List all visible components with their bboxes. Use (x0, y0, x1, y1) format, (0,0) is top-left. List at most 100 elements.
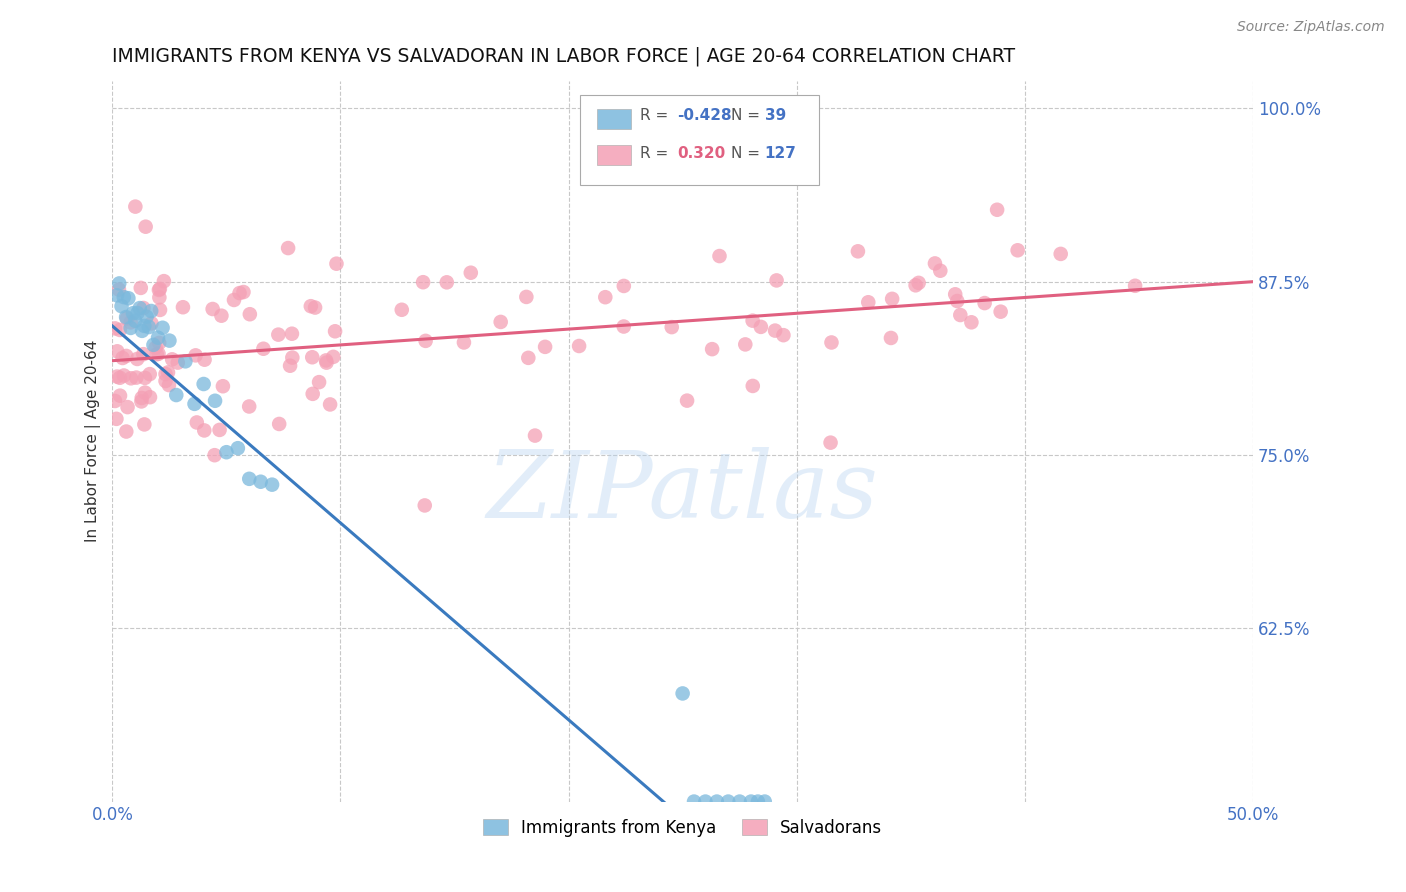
Legend: Immigrants from Kenya, Salvadorans: Immigrants from Kenya, Salvadorans (477, 813, 889, 844)
Point (973, 296, 995, 310)
Text: N =: N = (731, 108, 759, 123)
Point (201, 301, 224, 316)
Point (120, 321, 142, 335)
Point (134, 318, 156, 333)
Point (131, 324, 153, 338)
Point (134, 385, 156, 400)
Point (124, 200, 146, 214)
Text: 39: 39 (765, 108, 786, 123)
Point (301, 350, 323, 364)
Point (120, 371, 142, 385)
Point (105, 288, 128, 302)
Point (156, 365, 179, 379)
Point (232, 285, 254, 299)
Point (277, 241, 299, 255)
Point (568, 339, 591, 353)
Point (924, 256, 946, 270)
Point (149, 282, 172, 296)
Point (304, 301, 326, 315)
Point (157, 378, 180, 392)
Point (741, 379, 763, 393)
Point (135, 310, 157, 324)
Point (281, 326, 304, 341)
Text: R =: R = (640, 108, 669, 123)
Point (595, 290, 617, 304)
Point (413, 499, 436, 513)
Point (749, 319, 772, 334)
Point (105, 344, 128, 359)
Point (990, 304, 1012, 318)
Point (315, 353, 337, 368)
Point (672, 686, 695, 700)
Point (740, 795, 762, 809)
Point (226, 441, 249, 455)
Point (124, 314, 146, 328)
Point (929, 263, 952, 277)
Point (734, 337, 756, 351)
Point (1123, 278, 1146, 293)
Point (186, 416, 208, 430)
Point (325, 257, 347, 271)
Point (104, 394, 127, 409)
Point (129, 281, 152, 295)
Text: IMMIGRANTS FROM KENYA VS SALVADORAN IN LABOR FORCE | AGE 20-64 CORRELATION CHART: IMMIGRANTS FROM KENYA VS SALVADORAN IN L… (112, 46, 1015, 66)
Point (747, 795, 769, 809)
Point (146, 347, 169, 361)
Point (765, 273, 787, 287)
Point (112, 290, 135, 304)
Point (135, 219, 157, 234)
Point (159, 334, 181, 348)
FancyBboxPatch shape (598, 145, 631, 165)
Point (907, 276, 929, 290)
FancyBboxPatch shape (598, 109, 631, 129)
Point (132, 347, 155, 361)
Point (128, 301, 150, 315)
Point (299, 299, 322, 313)
Point (127, 306, 149, 320)
Point (252, 342, 274, 356)
Point (122, 306, 145, 320)
Point (148, 290, 170, 304)
Point (153, 274, 176, 288)
Point (415, 334, 437, 348)
Point (249, 475, 271, 489)
Text: 0.320: 0.320 (676, 145, 725, 161)
Point (846, 244, 869, 259)
Point (148, 347, 170, 361)
Point (453, 335, 475, 350)
Point (115, 425, 138, 439)
Point (193, 376, 215, 391)
Point (960, 315, 983, 329)
Point (148, 335, 170, 350)
Point (111, 351, 134, 365)
Point (193, 424, 215, 438)
Text: 127: 127 (765, 145, 797, 161)
Point (165, 388, 187, 402)
Point (301, 387, 323, 401)
Point (269, 417, 291, 431)
FancyBboxPatch shape (581, 95, 820, 186)
Point (858, 295, 880, 310)
Point (193, 352, 215, 367)
Point (517, 351, 540, 365)
Point (166, 356, 188, 370)
Text: Source: ZipAtlas.com: Source: ZipAtlas.com (1237, 20, 1385, 34)
Point (212, 379, 235, 393)
Point (120, 315, 142, 329)
Text: ZIPatlas: ZIPatlas (486, 447, 879, 537)
Point (152, 320, 174, 334)
Point (228, 286, 250, 301)
Point (308, 375, 330, 389)
Point (281, 351, 304, 365)
Point (534, 340, 557, 354)
Point (108, 283, 131, 297)
Point (108, 389, 131, 403)
Point (131, 394, 153, 409)
Point (208, 423, 231, 437)
Point (986, 202, 1008, 217)
Point (904, 278, 927, 293)
Point (238, 400, 260, 414)
Point (131, 391, 153, 405)
Point (115, 311, 138, 326)
Point (112, 368, 135, 383)
